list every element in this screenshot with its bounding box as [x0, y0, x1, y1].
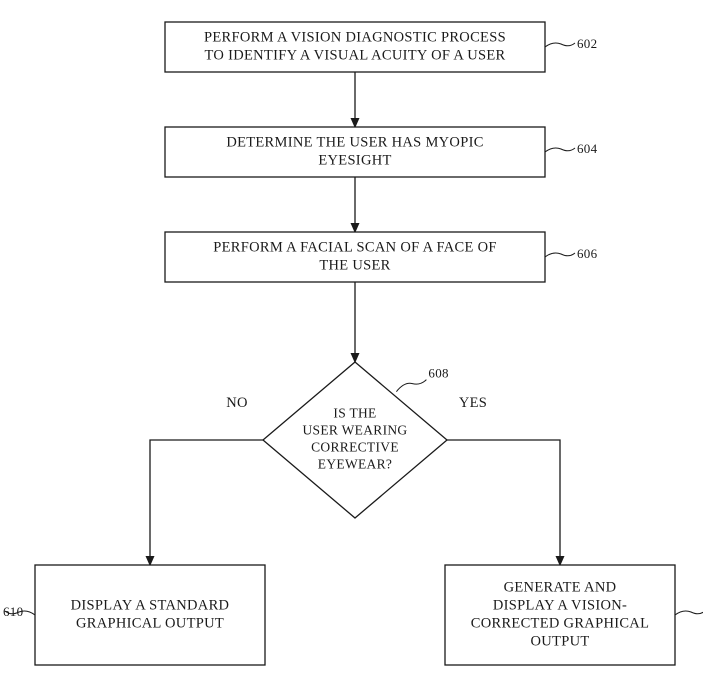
process-node: PERFORM A FACIAL SCAN OF A FACE OF THE US…: [165, 232, 598, 282]
node-text: GENERATE AND: [504, 579, 617, 595]
node-text: DETERMINE THE USER HAS MYOPIC: [226, 134, 483, 150]
process-node: DISPLAY A STANDARD GRAPHICAL OUTPUT 610: [3, 565, 265, 665]
decision-node: IS THE USER WEARING CORRECTIVE EYEWEAR? 608: [263, 362, 449, 518]
ref-number: 606: [577, 246, 598, 261]
node-text: GRAPHICAL OUTPUT: [76, 615, 224, 631]
process-node: DETERMINE THE USER HAS MYOPIC EYESIGHT 604: [165, 127, 598, 177]
node-text: DISPLAY A STANDARD: [71, 597, 230, 613]
process-node: PERFORM A VISION DIAGNOSTIC PROCESS TO ID…: [165, 22, 597, 72]
node-text: EYESIGHT: [318, 152, 391, 168]
node-text: EYEWEAR?: [318, 457, 392, 472]
ref-number: 610: [3, 604, 23, 619]
node-text: CORRECTED GRAPHICAL: [471, 615, 650, 631]
node-text: DISPLAY A VISION-: [493, 597, 627, 613]
ref-number: 608: [428, 366, 448, 381]
branch-label: YES: [459, 395, 487, 411]
flow-edge: [447, 440, 560, 565]
ref-leader: [396, 380, 426, 392]
ref-leader: [545, 148, 575, 152]
node-text: OUTPUT: [531, 633, 590, 649]
ref-leader: [545, 253, 575, 257]
ref-leader: [675, 611, 703, 615]
ref-number: 602: [577, 36, 597, 51]
node-text: PERFORM A VISION DIAGNOSTIC PROCESS: [204, 29, 506, 45]
branch-label: NO: [226, 395, 248, 411]
node-text: IS THE: [333, 406, 376, 421]
ref-leader: [545, 43, 575, 47]
node-text: TO IDENTIFY A VISUAL ACUITY OF A USER: [205, 47, 506, 63]
process-node: GENERATE AND DISPLAY A VISION- CORRECTED G…: [445, 565, 703, 665]
node-text: PERFORM A FACIAL SCAN OF A FACE OF: [213, 239, 497, 255]
node-text: USER WEARING: [303, 423, 408, 438]
ref-number: 604: [577, 141, 598, 156]
flow-edge: [150, 440, 263, 565]
node-text: CORRECTIVE: [311, 440, 399, 455]
node-text: THE USER: [319, 257, 390, 273]
